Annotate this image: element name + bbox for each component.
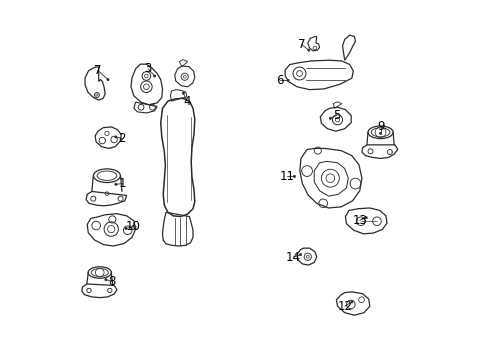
Text: 7: 7 xyxy=(94,64,102,77)
Circle shape xyxy=(115,183,117,185)
Text: 3: 3 xyxy=(145,62,152,75)
Text: 4: 4 xyxy=(183,95,191,108)
Circle shape xyxy=(125,227,127,229)
Text: 14: 14 xyxy=(286,251,301,264)
Text: 9: 9 xyxy=(377,120,384,133)
Text: 8: 8 xyxy=(109,275,116,288)
Text: 6: 6 xyxy=(276,74,284,87)
Circle shape xyxy=(351,301,353,303)
Circle shape xyxy=(153,75,156,77)
Circle shape xyxy=(182,92,184,94)
Text: 7: 7 xyxy=(298,38,305,51)
Circle shape xyxy=(107,78,109,81)
Circle shape xyxy=(299,253,302,256)
Text: 2: 2 xyxy=(119,132,126,145)
Text: 1: 1 xyxy=(119,177,126,190)
Text: 10: 10 xyxy=(125,220,141,233)
Text: 12: 12 xyxy=(337,300,352,313)
Text: 13: 13 xyxy=(352,214,367,227)
Circle shape xyxy=(365,217,368,219)
Circle shape xyxy=(308,49,310,51)
Circle shape xyxy=(115,136,117,138)
Circle shape xyxy=(294,175,295,177)
Circle shape xyxy=(287,79,289,81)
Circle shape xyxy=(105,279,107,281)
Text: 5: 5 xyxy=(333,109,340,122)
Text: 11: 11 xyxy=(280,170,295,183)
Circle shape xyxy=(329,117,331,120)
Circle shape xyxy=(379,132,382,134)
